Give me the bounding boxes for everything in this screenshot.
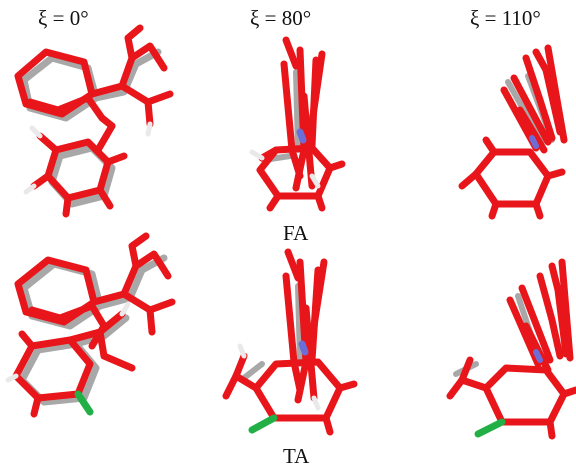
column-label-xi-0: ξ = 0° (38, 6, 89, 30)
ta-xi110-conformer (446, 258, 576, 440)
ta-xi80-conformer (222, 248, 358, 436)
column-label-xi-80: ξ = 80° (250, 6, 312, 30)
ta-xi0-conformer (5, 232, 176, 418)
column-label-xi-110: ξ = 110° (470, 6, 541, 30)
row-label-fa: FA (283, 221, 309, 245)
fa-xi0-conformer (14, 24, 174, 218)
fa-xi110-conformer (458, 44, 568, 220)
fa-xi80-conformer (249, 36, 346, 212)
row-label-ta: TA (283, 444, 310, 468)
